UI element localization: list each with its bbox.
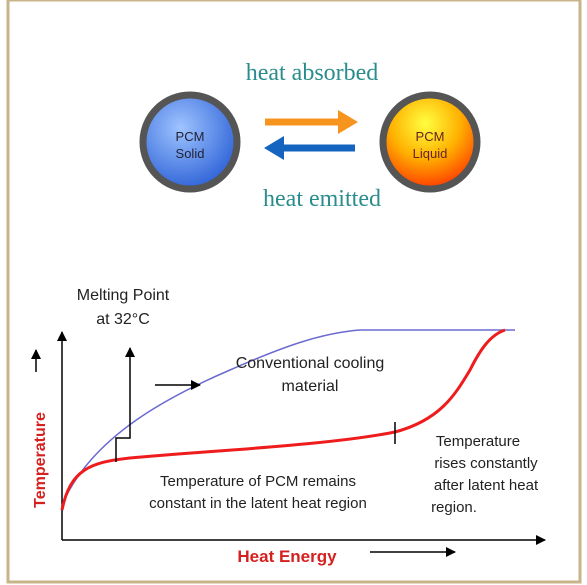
- annotation: region.: [431, 499, 477, 516]
- annotation: Temperature of PCM remains: [160, 473, 356, 490]
- annotation: material: [282, 378, 339, 395]
- x-axis-label: Heat Energy: [237, 547, 337, 566]
- frame: [6, 0, 582, 584]
- annotation: Conventional cooling: [236, 355, 385, 372]
- liquid-pcm: [379, 91, 481, 193]
- conventional-curve: [61, 329, 515, 506]
- absorb-arrow-head: [338, 110, 358, 134]
- annotation: constant in the latent heat region: [149, 495, 367, 512]
- annotation: Temperature: [436, 433, 520, 450]
- solid-label: Solid: [176, 146, 205, 161]
- melting-arrow: [115, 347, 135, 462]
- solid-pcm: [139, 91, 241, 193]
- annotation: at 32°C: [96, 311, 150, 328]
- annotation: Melting Point: [77, 287, 170, 304]
- heat-emitted: heat emitted: [263, 186, 381, 212]
- solid-label: PCM: [176, 129, 205, 144]
- y-axis-label: Temperature: [32, 412, 49, 508]
- annotation: after latent heat: [434, 477, 539, 494]
- annotation: rises constantly: [434, 455, 538, 472]
- liquid-label: PCM: [416, 129, 445, 144]
- liquid-label: Liquid: [413, 146, 448, 161]
- emit-arrow-head: [264, 136, 284, 160]
- heat-absorbed: heat absorbed: [246, 60, 379, 86]
- pcm-curve: [60, 328, 506, 511]
